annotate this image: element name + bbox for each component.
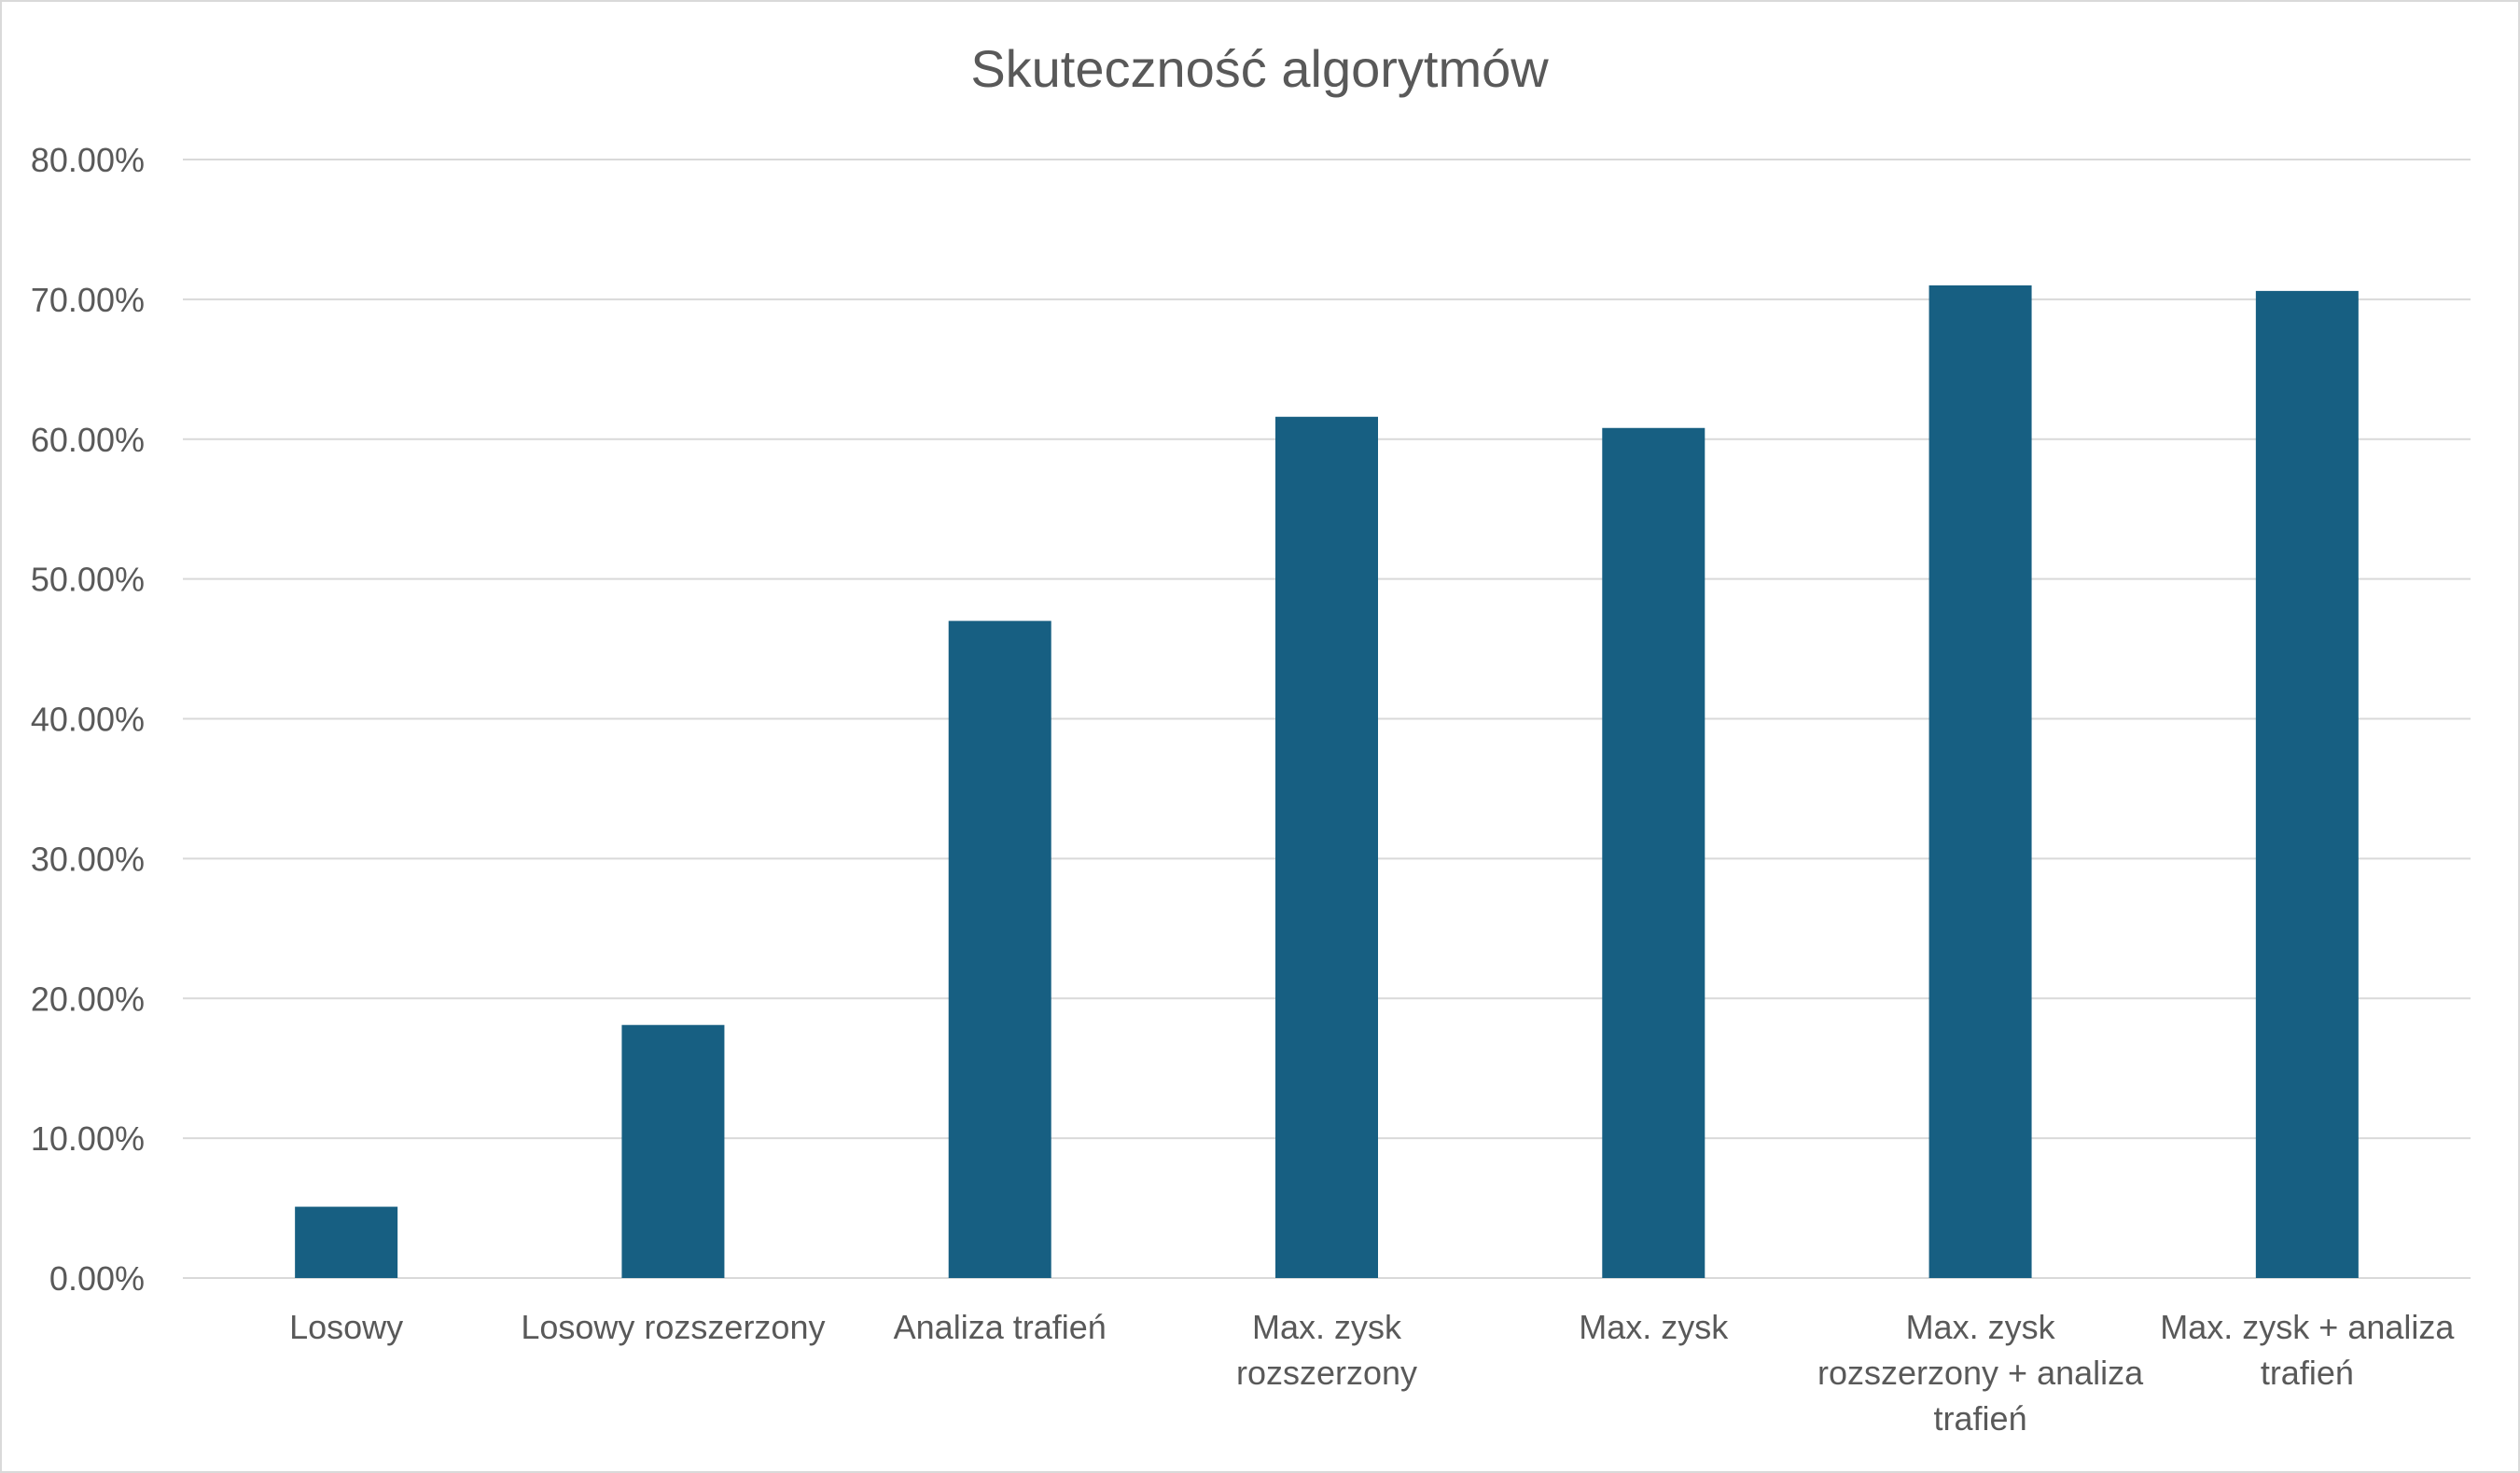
y-tick-label: 10.00% bbox=[31, 1119, 145, 1158]
x-category-label: Max. zysk bbox=[1579, 1308, 1729, 1346]
y-tick-label: 60.00% bbox=[31, 421, 145, 459]
x-category-label: Max. zysk bbox=[1906, 1308, 2056, 1346]
y-tick-label: 70.00% bbox=[31, 281, 145, 319]
x-axis-category-labels: Losowy Losowy rozszerzony Analiza trafień M… bbox=[289, 1308, 2455, 1438]
bar bbox=[948, 620, 1051, 1278]
x-category-label: Losowy rozszerzony bbox=[521, 1308, 825, 1346]
x-category-label: Max. zysk bbox=[1252, 1308, 1402, 1346]
x-category-label: rozszerzony bbox=[1236, 1354, 1417, 1392]
y-tick-label: 80.00% bbox=[31, 141, 145, 179]
y-tick-label: 30.00% bbox=[31, 840, 145, 878]
bar bbox=[621, 1024, 725, 1278]
x-category-label: rozszerzony + analiza bbox=[1817, 1354, 2144, 1392]
bar bbox=[1275, 416, 1378, 1278]
chart-title: Skuteczność algorytmów bbox=[970, 39, 1549, 98]
y-tick-label: 0.00% bbox=[49, 1259, 145, 1298]
y-tick-label: 20.00% bbox=[31, 980, 145, 1018]
bar bbox=[1928, 285, 2032, 1279]
x-category-label: Losowy bbox=[289, 1308, 403, 1346]
x-category-label: Max. zysk + analiza bbox=[2160, 1308, 2455, 1346]
bars bbox=[295, 285, 2359, 1279]
bar bbox=[1602, 427, 1706, 1278]
y-tick-label: 40.00% bbox=[31, 701, 145, 739]
y-axis-tick-labels: 0.00% 10.00% 20.00% 30.00% 40.00% 50.00% 60.00… bbox=[31, 141, 145, 1298]
x-category-label: trafień bbox=[1934, 1399, 2027, 1438]
bar bbox=[295, 1206, 398, 1278]
x-category-label: trafień bbox=[2261, 1354, 2354, 1392]
x-category-label: Analiza trafień bbox=[894, 1308, 1107, 1346]
y-tick-label: 50.00% bbox=[31, 561, 145, 599]
bar bbox=[2255, 290, 2359, 1278]
